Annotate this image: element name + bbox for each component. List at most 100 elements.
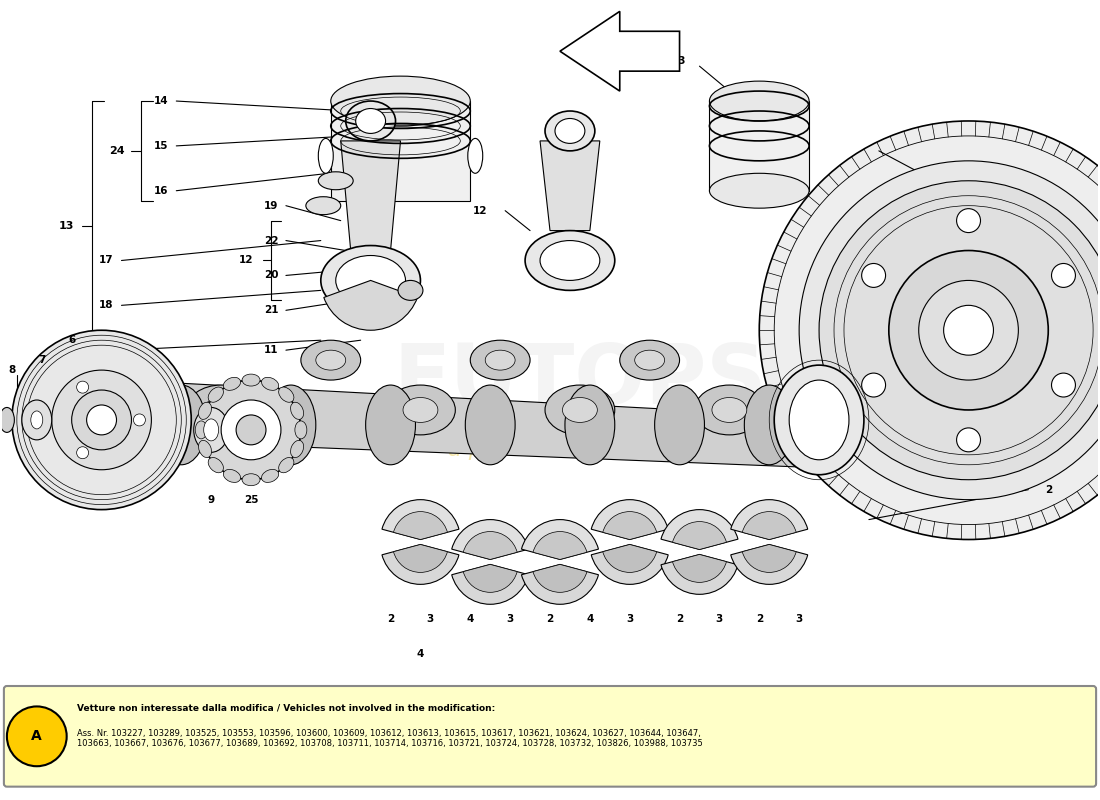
Ellipse shape	[278, 458, 294, 473]
Ellipse shape	[295, 421, 307, 439]
Ellipse shape	[198, 402, 211, 419]
Wedge shape	[661, 554, 738, 594]
Wedge shape	[394, 512, 448, 539]
Text: 1: 1	[1045, 425, 1052, 435]
Ellipse shape	[186, 385, 256, 435]
Ellipse shape	[31, 411, 43, 429]
Ellipse shape	[745, 385, 794, 465]
Text: 3: 3	[427, 614, 434, 624]
Ellipse shape	[318, 138, 333, 174]
Text: Vetture non interessate dalla modifica / Vehicles not involved in the modificati: Vetture non interessate dalla modifica /…	[77, 704, 495, 713]
Text: 7: 7	[39, 355, 45, 365]
Ellipse shape	[398, 281, 422, 300]
Ellipse shape	[156, 385, 206, 465]
Text: 9: 9	[208, 494, 214, 505]
Text: 8: 8	[9, 365, 15, 375]
Ellipse shape	[471, 340, 530, 380]
Text: A: A	[32, 730, 42, 743]
Ellipse shape	[266, 385, 316, 465]
Wedge shape	[591, 500, 668, 539]
Circle shape	[7, 706, 67, 766]
Text: 2: 2	[547, 614, 553, 624]
Circle shape	[759, 121, 1100, 539]
Ellipse shape	[278, 387, 294, 402]
Wedge shape	[521, 565, 598, 604]
Text: Ass. Nr. 103227, 103289, 103525, 103553, 103596, 103600, 103609, 103612, 103613,: Ass. Nr. 103227, 103289, 103525, 103553,…	[77, 729, 703, 748]
Circle shape	[944, 306, 993, 355]
Polygon shape	[331, 101, 471, 201]
Circle shape	[861, 263, 886, 287]
Ellipse shape	[242, 474, 260, 486]
Wedge shape	[452, 565, 529, 604]
Ellipse shape	[556, 118, 585, 143]
Wedge shape	[742, 512, 796, 539]
Polygon shape	[560, 11, 680, 91]
Ellipse shape	[208, 387, 223, 402]
Text: 25: 25	[244, 494, 258, 505]
Ellipse shape	[365, 385, 416, 465]
Text: 13: 13	[672, 56, 686, 66]
Text: 2: 2	[675, 614, 683, 624]
Ellipse shape	[242, 374, 260, 386]
Wedge shape	[394, 545, 448, 572]
Text: 4: 4	[466, 614, 474, 624]
Wedge shape	[382, 500, 459, 539]
Ellipse shape	[198, 440, 211, 458]
Ellipse shape	[465, 385, 515, 465]
Text: 4: 4	[417, 649, 425, 659]
Ellipse shape	[544, 111, 595, 151]
Ellipse shape	[774, 365, 864, 474]
Ellipse shape	[544, 385, 615, 435]
Ellipse shape	[0, 407, 14, 432]
Ellipse shape	[562, 398, 597, 422]
Text: 3: 3	[795, 614, 803, 624]
Circle shape	[918, 281, 1019, 380]
Circle shape	[889, 250, 1048, 410]
Wedge shape	[463, 531, 517, 559]
Wedge shape	[463, 565, 517, 592]
FancyBboxPatch shape	[4, 686, 1096, 786]
Ellipse shape	[789, 380, 849, 460]
Text: 2: 2	[1045, 485, 1052, 494]
Ellipse shape	[301, 340, 361, 380]
Text: 4: 4	[586, 614, 594, 624]
Text: 12: 12	[239, 255, 253, 266]
Ellipse shape	[336, 255, 406, 306]
Ellipse shape	[635, 350, 664, 370]
Wedge shape	[323, 281, 417, 330]
Ellipse shape	[654, 385, 704, 465]
Text: 5: 5	[1045, 365, 1052, 375]
Text: 22: 22	[264, 235, 278, 246]
Circle shape	[133, 414, 145, 426]
Circle shape	[221, 400, 280, 460]
Circle shape	[1052, 373, 1076, 397]
Circle shape	[72, 390, 132, 450]
Text: 17: 17	[99, 255, 114, 266]
Ellipse shape	[306, 197, 341, 214]
Circle shape	[12, 330, 191, 510]
Polygon shape	[710, 101, 810, 190]
Ellipse shape	[204, 419, 219, 441]
Wedge shape	[534, 565, 587, 592]
Ellipse shape	[345, 101, 396, 141]
Wedge shape	[672, 554, 726, 582]
Text: 18: 18	[99, 300, 113, 310]
Text: 10: 10	[1041, 306, 1056, 315]
Ellipse shape	[262, 378, 278, 390]
Ellipse shape	[223, 470, 241, 482]
Wedge shape	[730, 500, 807, 539]
Ellipse shape	[525, 230, 615, 290]
Ellipse shape	[468, 138, 483, 174]
Wedge shape	[534, 531, 587, 559]
Ellipse shape	[194, 407, 229, 452]
Ellipse shape	[386, 385, 455, 435]
Ellipse shape	[485, 350, 515, 370]
Circle shape	[957, 209, 980, 233]
Text: 24: 24	[109, 146, 124, 156]
Polygon shape	[121, 380, 869, 470]
Wedge shape	[603, 512, 657, 539]
Text: 16: 16	[154, 186, 168, 196]
Text: 20: 20	[264, 270, 278, 281]
Ellipse shape	[208, 458, 223, 473]
Ellipse shape	[540, 241, 600, 281]
